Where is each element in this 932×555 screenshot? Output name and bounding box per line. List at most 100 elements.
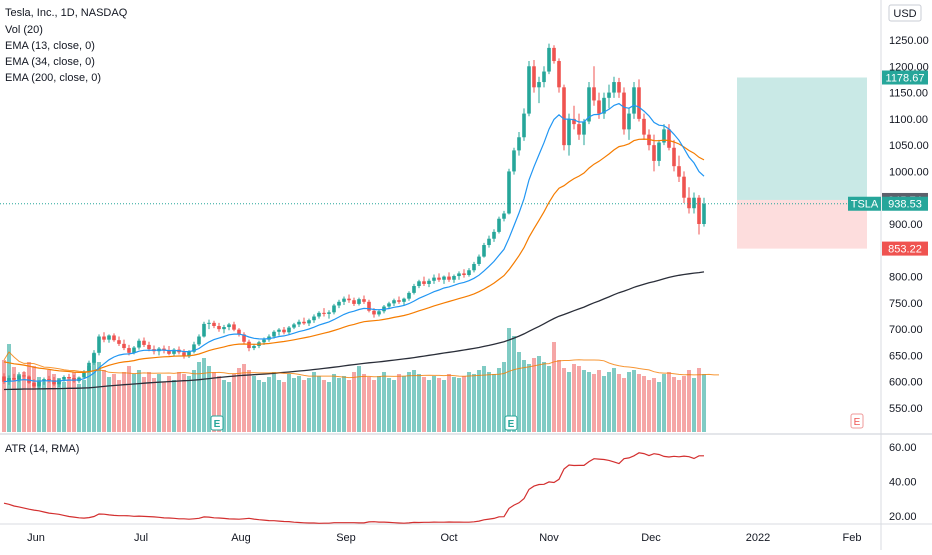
candle[interactable] (477, 254, 481, 267)
candle[interactable] (662, 124, 666, 146)
candle[interactable] (157, 347, 161, 356)
candle[interactable] (562, 84, 566, 151)
candle[interactable] (122, 339, 126, 351)
time-axis-ticks[interactable]: Jun Jul Aug Sep Oct Nov Dec 2022 Feb (27, 532, 861, 544)
candle[interactable] (7, 375, 11, 385)
candle[interactable] (487, 235, 491, 248)
candle[interactable] (347, 294, 351, 303)
candle[interactable] (572, 105, 576, 130)
candle[interactable] (97, 334, 101, 356)
candle[interactable] (362, 295, 366, 304)
candle[interactable] (2, 373, 6, 384)
candle[interactable] (592, 66, 596, 106)
candle[interactable] (22, 371, 26, 380)
candle[interactable] (332, 303, 336, 315)
atr-axis-ticks[interactable]: 60.00 40.00 20.00 (889, 442, 917, 523)
candle[interactable] (557, 58, 561, 93)
candle[interactable] (417, 279, 421, 289)
candle[interactable] (497, 216, 501, 234)
candles[interactable] (2, 43, 706, 390)
candle[interactable] (427, 278, 431, 288)
candle[interactable] (402, 297, 406, 305)
stop-zone[interactable] (737, 199, 867, 249)
candle[interactable] (532, 59, 536, 93)
candle[interactable] (277, 328, 281, 336)
candle[interactable] (197, 334, 201, 346)
candle[interactable] (357, 297, 361, 306)
legend-item-ema13[interactable]: EMA (13, close, 0) (5, 40, 95, 52)
candle[interactable] (602, 92, 606, 119)
earnings-marker[interactable]: E (504, 415, 518, 431)
candle[interactable] (672, 139, 676, 172)
candle[interactable] (687, 187, 691, 214)
candle[interactable] (447, 272, 451, 282)
candle[interactable] (452, 274, 456, 283)
candle[interactable] (397, 296, 401, 304)
candle[interactable] (607, 84, 611, 109)
candle[interactable] (112, 333, 116, 342)
candle[interactable] (307, 318, 311, 326)
candle[interactable] (642, 113, 646, 140)
candle[interactable] (422, 276, 426, 287)
candle[interactable] (412, 283, 416, 295)
candle[interactable] (192, 341, 196, 354)
legend-item-ema34[interactable]: EMA (34, close, 0) (5, 56, 95, 68)
candle[interactable] (107, 334, 111, 343)
candle[interactable] (142, 337, 146, 348)
candle[interactable] (657, 139, 661, 167)
long-position-tool[interactable] (737, 77, 867, 249)
candle[interactable] (137, 338, 141, 350)
candle[interactable] (337, 299, 341, 309)
candle[interactable] (247, 339, 251, 352)
earnings-marker-upcoming[interactable]: E (850, 413, 864, 429)
candle[interactable] (322, 308, 326, 317)
candle[interactable] (702, 197, 706, 227)
candle[interactable] (117, 336, 121, 346)
price-axis-ticks[interactable]: 1250.00 1200.00 1150.00 1100.00 1050.00 1000.… (889, 35, 929, 415)
candle[interactable] (537, 76, 541, 104)
legend-item-vol[interactable]: Vol (20) (5, 24, 43, 36)
candle[interactable] (302, 317, 306, 325)
candle[interactable] (512, 147, 516, 175)
candle[interactable] (552, 45, 556, 64)
candle[interactable] (482, 242, 486, 258)
candle[interactable] (677, 155, 681, 182)
candle[interactable] (617, 77, 621, 98)
candle[interactable] (522, 108, 526, 141)
candle[interactable] (172, 348, 176, 357)
candle[interactable] (182, 349, 186, 359)
candle[interactable] (162, 345, 166, 354)
candle[interactable] (47, 375, 51, 383)
candle[interactable] (222, 324, 226, 334)
earnings-marker[interactable]: E (210, 415, 224, 431)
candle[interactable] (327, 310, 331, 319)
target-zone[interactable] (737, 77, 867, 200)
candle[interactable] (227, 322, 231, 331)
candle[interactable] (542, 66, 546, 88)
candle[interactable] (317, 311, 321, 319)
candle[interactable] (202, 321, 206, 338)
candle[interactable] (507, 168, 511, 215)
candle[interactable] (437, 273, 441, 282)
candle[interactable] (517, 132, 521, 156)
candle[interactable] (342, 296, 346, 305)
candle[interactable] (697, 195, 701, 235)
candle[interactable] (87, 360, 91, 373)
candle[interactable] (462, 269, 466, 278)
legend-item-atr[interactable]: ATR (14, RMA) (5, 443, 79, 455)
candle[interactable] (527, 61, 531, 117)
candle[interactable] (312, 314, 316, 323)
candle[interactable] (12, 373, 16, 381)
candle[interactable] (407, 291, 411, 301)
candle[interactable] (432, 274, 436, 284)
candle[interactable] (102, 332, 106, 343)
candle[interactable] (212, 320, 216, 329)
candle[interactable] (292, 322, 296, 330)
candle[interactable] (612, 76, 616, 98)
candle[interactable] (367, 299, 371, 313)
candle[interactable] (457, 271, 461, 280)
candle[interactable] (472, 261, 476, 273)
candle[interactable] (547, 43, 551, 75)
